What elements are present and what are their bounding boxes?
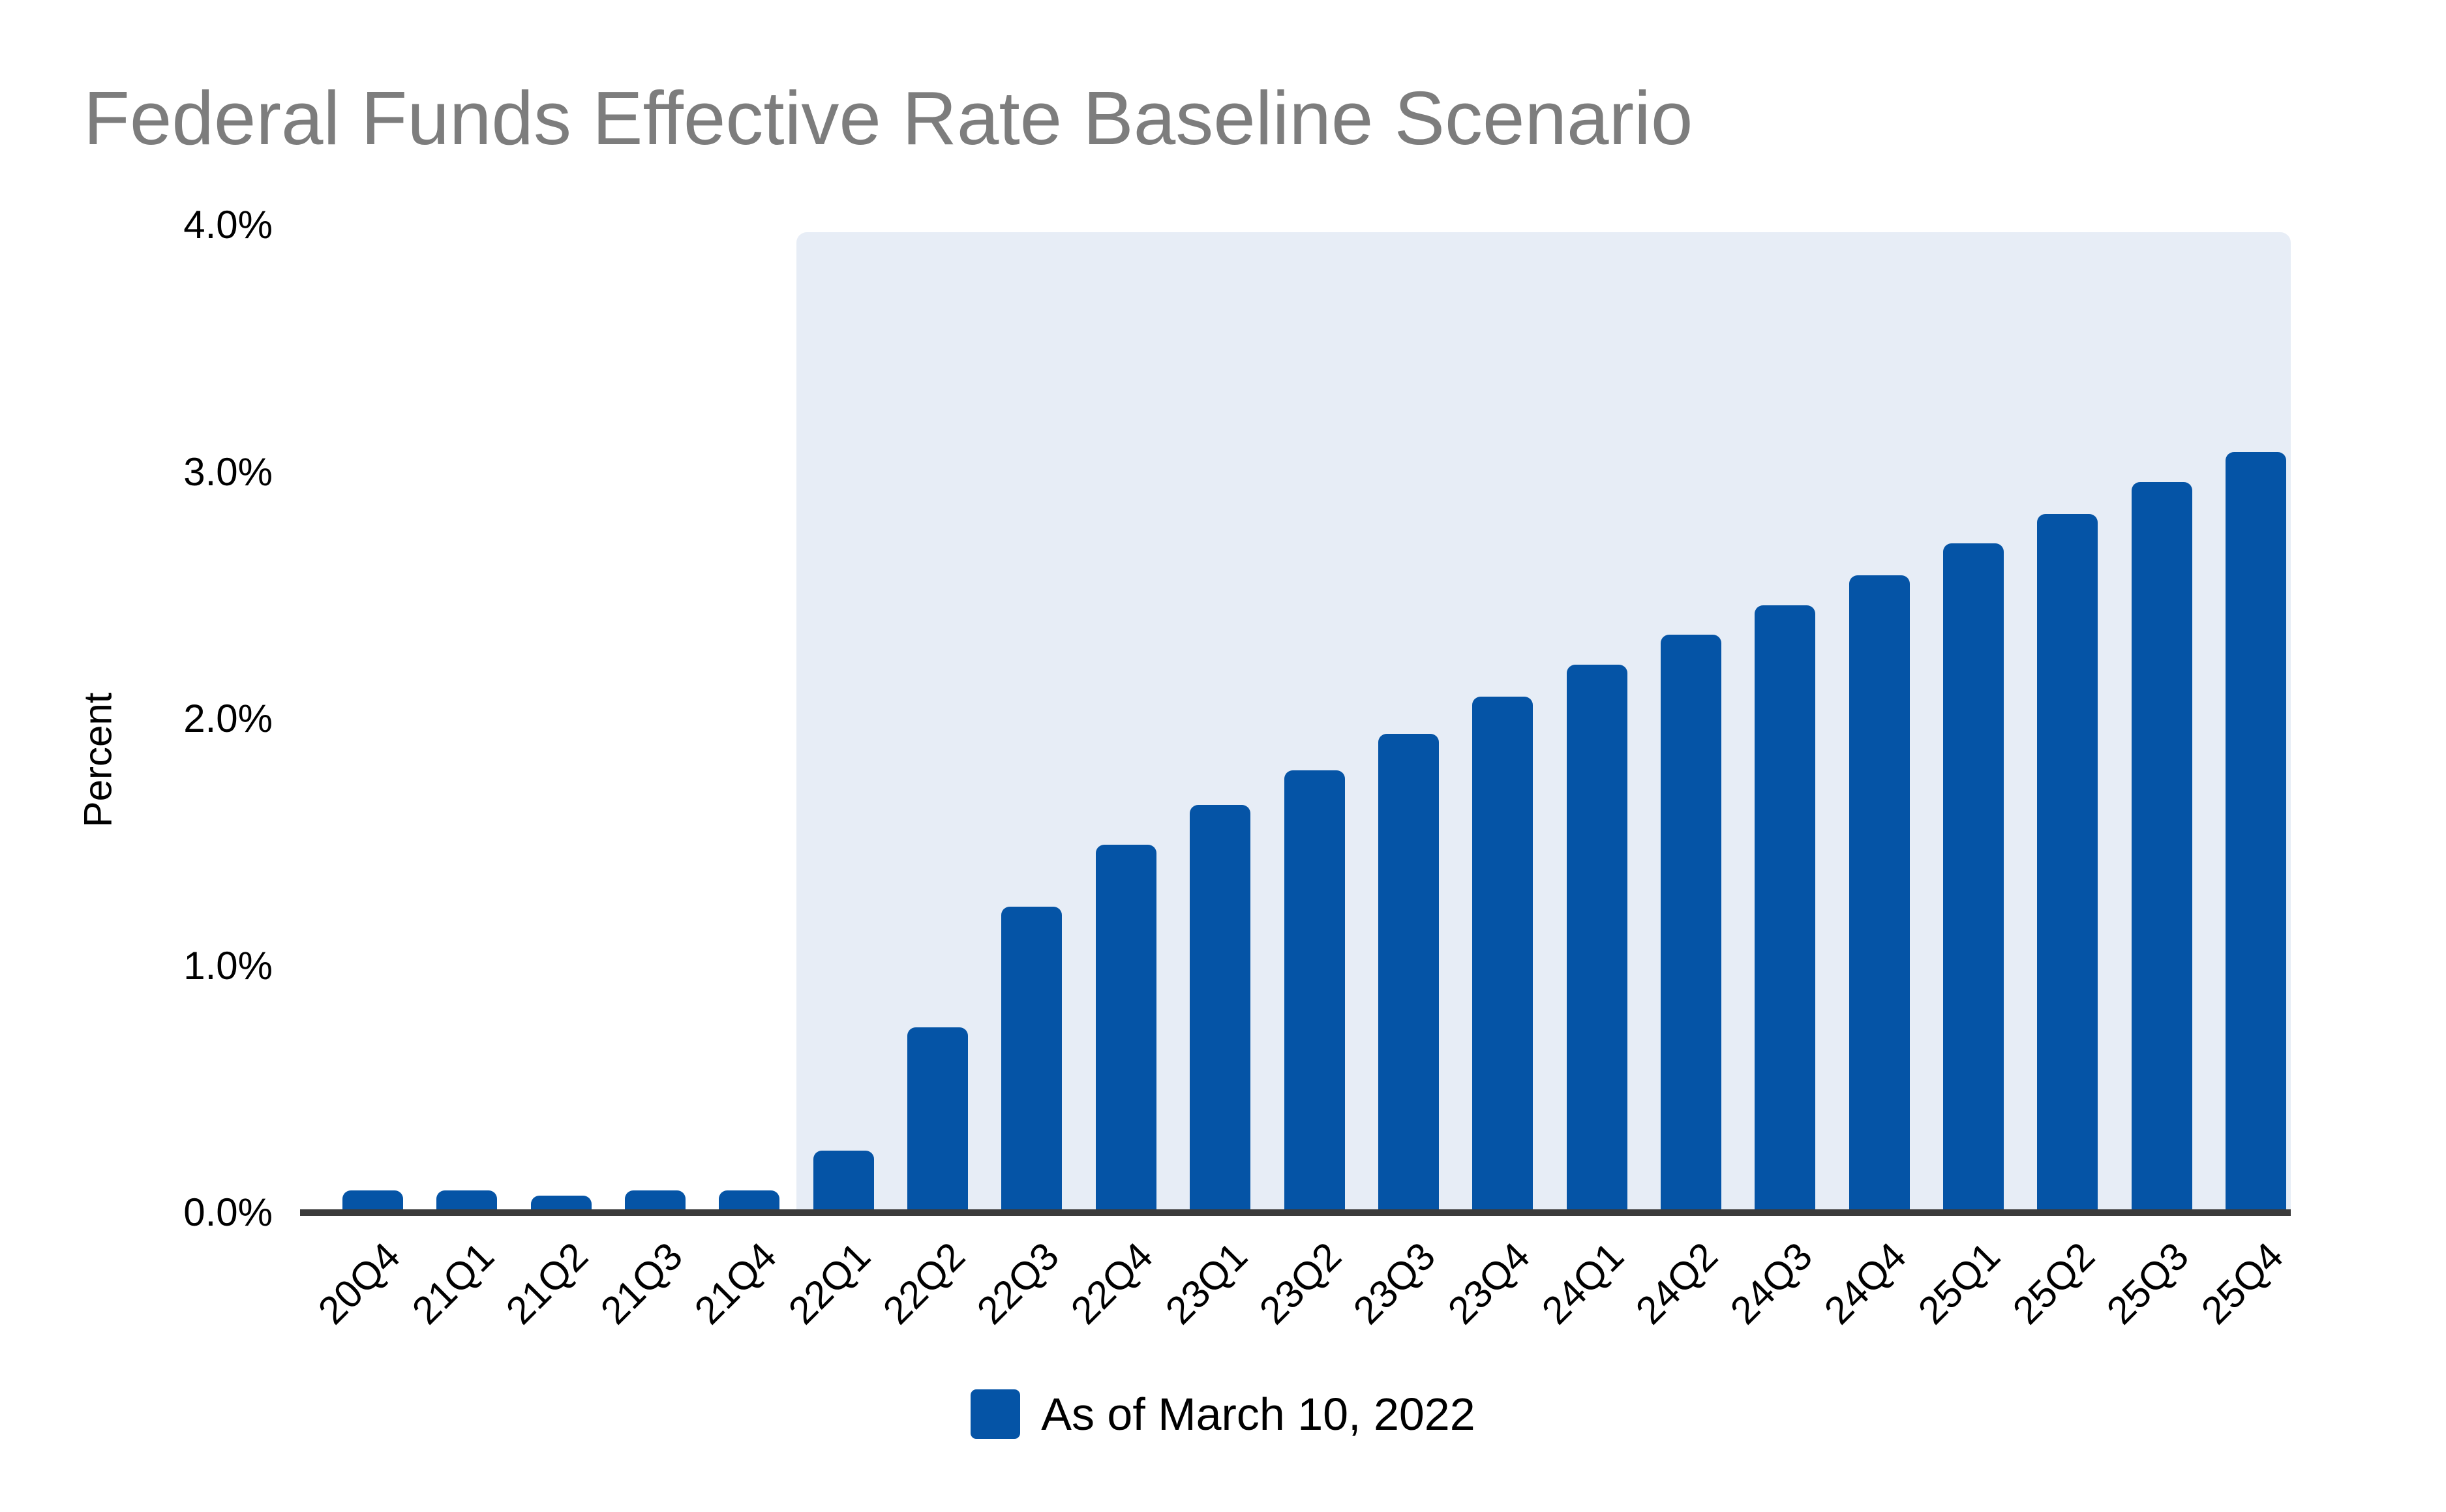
y-tick-label: 4.0%: [183, 203, 273, 247]
bar-25Q3: [2131, 481, 2192, 1216]
x-tick-label: 21Q2: [498, 1233, 597, 1333]
x-tick-label: 22Q2: [874, 1233, 973, 1333]
x-tick-label: 25Q3: [2098, 1233, 2197, 1333]
x-tick-label: 25Q4: [2192, 1233, 2291, 1333]
x-tick-label: 22Q1: [780, 1233, 879, 1333]
x-tick-label: 23Q4: [1439, 1233, 1538, 1333]
chart-title: Federal Funds Effective Rate Baseline Sc…: [83, 76, 1693, 160]
bar-25Q2: [2037, 513, 2098, 1216]
x-tick-label: 20Q4: [309, 1233, 408, 1333]
x-tick-label: 24Q2: [1627, 1233, 1727, 1333]
x-axis-line: [300, 1209, 2291, 1216]
x-tick-label: 23Q3: [1345, 1233, 1444, 1333]
y-tick-label: 1.0%: [183, 943, 273, 988]
bar-23Q1: [1190, 805, 1251, 1216]
bar-25Q4: [2226, 452, 2286, 1216]
bar-25Q1: [1942, 543, 2004, 1216]
y-tick-label: 0.0%: [183, 1190, 273, 1234]
bar-23Q2: [1284, 770, 1345, 1216]
x-tick-label: 23Q1: [1156, 1233, 1256, 1333]
x-tick-label: 21Q3: [592, 1233, 691, 1333]
bar-24Q2: [1660, 635, 1721, 1216]
x-tick-label: 21Q4: [686, 1233, 785, 1333]
bar-24Q4: [1849, 575, 1910, 1216]
bar-22Q4: [1095, 845, 1156, 1216]
legend-label: As of March 10, 2022: [1041, 1389, 1475, 1440]
bar-23Q4: [1472, 696, 1533, 1216]
x-tick-label: 25Q2: [2004, 1233, 2103, 1333]
x-tick-label: 25Q1: [1910, 1233, 2009, 1333]
bar-22Q2: [907, 1027, 969, 1216]
bar-23Q3: [1378, 733, 1439, 1216]
x-tick-label: 22Q4: [1063, 1233, 1162, 1333]
y-tick-label: 3.0%: [183, 449, 273, 494]
bar-24Q3: [1755, 605, 1816, 1216]
x-tick-label: 23Q2: [1250, 1233, 1350, 1333]
bar-24Q1: [1566, 664, 1627, 1216]
x-tick-label: 24Q1: [1533, 1233, 1633, 1333]
bar-22Q1: [813, 1151, 874, 1216]
x-tick-label: 24Q3: [1721, 1233, 1820, 1333]
x-tick-label: 21Q1: [403, 1233, 502, 1333]
bar-22Q3: [1001, 906, 1063, 1216]
x-tick-label: 24Q4: [1816, 1233, 1915, 1333]
legend: As of March 10, 2022: [0, 1388, 2446, 1440]
y-tick-label: 2.0%: [183, 697, 273, 740]
legend-swatch-icon: [971, 1389, 1021, 1439]
x-tick-label: 22Q3: [968, 1233, 1068, 1333]
